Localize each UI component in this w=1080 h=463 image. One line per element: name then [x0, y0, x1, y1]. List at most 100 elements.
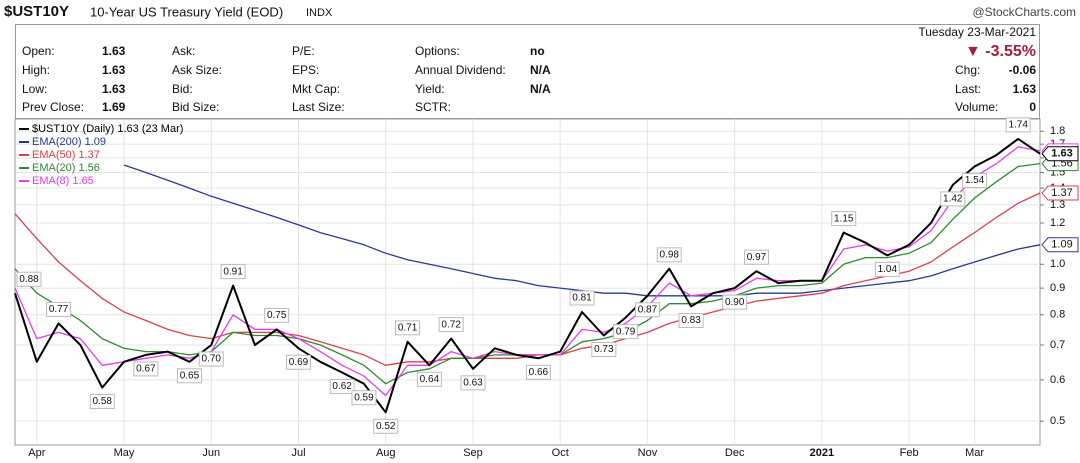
last-value: 1.09 — [1051, 239, 1072, 251]
info-label: Chg: — [955, 63, 980, 77]
plot-area — [14, 118, 1041, 446]
value-label-box — [940, 191, 966, 207]
legend-label: EMA(50) 1.37 — [32, 149, 100, 161]
info-label: Yield: — [415, 82, 445, 96]
value-label: 0.77 — [49, 304, 69, 315]
value-label: 0.79 — [616, 326, 636, 337]
value-label-box — [351, 390, 377, 406]
security-name: 10-Year US Treasury Yield (EOD) — [90, 4, 283, 19]
info-value: N/A — [530, 82, 551, 96]
value-label-box — [16, 271, 42, 287]
info-label: Annual Dividend: — [415, 63, 506, 77]
value-label-box — [962, 173, 988, 189]
value-label-box — [438, 317, 464, 333]
x-tick-label: Jun — [202, 447, 220, 459]
series-line — [14, 137, 1041, 414]
value-label: 0.87 — [638, 304, 658, 315]
info-label: Ask Size: — [172, 63, 222, 77]
value-label: 0.98 — [660, 249, 680, 260]
value-label: 0.73 — [594, 344, 614, 355]
value-label: 0.71 — [398, 322, 418, 333]
value-label: 0.64 — [420, 374, 440, 385]
y-tick-label: 0.5 — [1050, 415, 1065, 427]
value-label-box — [656, 247, 682, 263]
legend-label: EMA(200) 1.09 — [32, 136, 106, 148]
info-value: -0.06 — [1009, 63, 1037, 77]
last-value-box — [1041, 185, 1079, 201]
y-tick-label: 0.6 — [1050, 374, 1065, 386]
info-value: 1.69 — [102, 100, 126, 114]
x-tick-label: Apr — [28, 447, 45, 459]
value-label-box — [198, 351, 224, 367]
value-label: 0.59 — [354, 392, 374, 403]
last-value-box — [1041, 146, 1079, 162]
value-label: 1.15 — [834, 213, 854, 224]
last-value: 1.63 — [1051, 148, 1072, 160]
value-label-box — [525, 364, 551, 380]
value-label: 0.83 — [681, 315, 701, 326]
symbol: $UST10Y — [4, 3, 69, 20]
info-label: High: — [22, 63, 50, 77]
x-tick-label: 2021 — [810, 447, 834, 459]
value-label: 0.97 — [747, 252, 767, 263]
value-label-box — [329, 378, 355, 394]
x-tick-label: Feb — [900, 447, 919, 459]
x-tick-label: May — [114, 447, 135, 459]
value-label: 1.74 — [1008, 120, 1028, 131]
info-label: Bid: — [172, 82, 193, 96]
value-label: 0.65 — [180, 370, 200, 381]
value-label-box — [264, 307, 290, 323]
y-tick-label: 1.0 — [1050, 258, 1065, 270]
x-tick-label: Sep — [463, 447, 483, 459]
value-label: 0.69 — [289, 357, 309, 368]
legend-label: $UST10Y (Daily) 1.63 (23 Mar) — [32, 123, 183, 135]
y-tick-label: 1.2 — [1050, 217, 1065, 229]
info-label: SCTR: — [415, 100, 451, 114]
info-value: 1.63 — [102, 44, 126, 58]
x-tick-label: Jul — [291, 447, 305, 459]
value-label-box — [416, 371, 442, 387]
exchange: INDX — [306, 7, 333, 19]
value-label-box — [220, 264, 246, 280]
value-label-box — [743, 249, 769, 265]
info-label: Last: — [955, 82, 981, 96]
value-label-box — [1005, 117, 1031, 133]
info-label: P/E: — [292, 44, 315, 58]
x-tick-label: Dec — [725, 447, 745, 459]
y-tick-label: 0.8 — [1050, 309, 1065, 321]
info-value: 0 — [1029, 100, 1036, 114]
y-tick-label: 1.8 — [1050, 125, 1065, 137]
info-value: N/A — [530, 63, 551, 77]
legend-label: EMA(20) 1.56 — [32, 162, 100, 174]
value-label-box — [89, 394, 115, 410]
value-label: 0.72 — [441, 319, 461, 330]
x-tick-label: Aug — [376, 447, 396, 459]
info-value: 1.63 — [102, 82, 126, 96]
value-label: 0.70 — [202, 354, 222, 365]
value-label: 0.88 — [19, 274, 39, 285]
info-label: EPS: — [292, 63, 319, 77]
value-label-box — [831, 211, 857, 227]
x-tick-label: Mar — [965, 447, 984, 459]
last-value: 1.37 — [1051, 187, 1072, 199]
info-label: Options: — [415, 44, 460, 58]
value-label-box — [395, 320, 421, 336]
value-label-box — [46, 301, 72, 317]
value-label-box — [286, 354, 312, 370]
value-label: 0.66 — [529, 367, 549, 378]
value-label: 1.42 — [943, 194, 963, 205]
info-label: Volume: — [955, 100, 998, 114]
info-label: Prev Close: — [22, 100, 84, 114]
info-label: Last Size: — [292, 100, 345, 114]
value-label: 0.75 — [267, 310, 287, 321]
value-label: 0.90 — [725, 297, 745, 308]
value-label-box — [634, 302, 660, 318]
change-percent: ▼ -3.55% — [965, 43, 1036, 60]
info-value: no — [530, 44, 545, 58]
brand: @StockCharts.com — [972, 5, 1076, 19]
value-label-box — [678, 312, 704, 328]
x-tick-label: Oct — [552, 447, 569, 459]
value-label: 1.04 — [878, 264, 898, 275]
info-label: Bid Size: — [172, 100, 219, 114]
